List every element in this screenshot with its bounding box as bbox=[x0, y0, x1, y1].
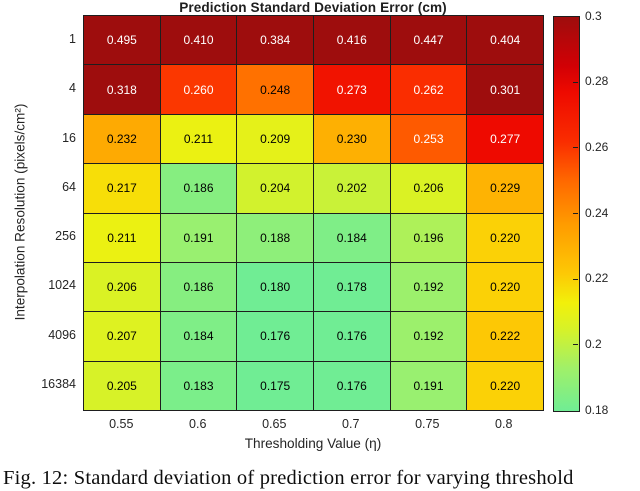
heatmap-cell-r5-c3: 0.178 bbox=[313, 262, 390, 312]
colorbar-tick-label: 0.3 bbox=[585, 8, 602, 23]
heatmap-grid: 0.495 0.410 0.384 0.416 0.447 0.404 0.318 0.260… bbox=[83, 15, 544, 411]
heatmap-cell-r5-c4: 0.192 bbox=[390, 262, 467, 312]
x-tick-label: 0.75 bbox=[415, 417, 440, 431]
colorbar-tick-mark bbox=[573, 147, 578, 149]
x-tick-label: 0.55 bbox=[109, 417, 134, 431]
colorbar bbox=[553, 16, 580, 412]
heatmap-cell-r0-c4: 0.447 bbox=[390, 16, 467, 65]
heatmap-cell-r1-c3: 0.273 bbox=[313, 65, 390, 114]
heatmap-cell-r1-c4: 0.262 bbox=[390, 65, 467, 114]
heatmap-cell-r3-c0: 0.217 bbox=[84, 164, 160, 213]
heatmap-cell-r3-c5: 0.229 bbox=[467, 164, 543, 213]
heatmap-cell-r7-c5: 0.220 bbox=[467, 361, 543, 410]
heatmap-cell-r6-c2: 0.176 bbox=[237, 312, 313, 361]
x-tick-label: 0.65 bbox=[262, 417, 287, 431]
heatmap-cell-r4-c2: 0.188 bbox=[237, 213, 313, 262]
colorbar-tick-label: 0.18 bbox=[585, 402, 609, 417]
colorbar-tick-label: 0.22 bbox=[585, 271, 609, 286]
y-tick-label: 256 bbox=[55, 229, 76, 244]
heatmap-cell-r6-c5: 0.222 bbox=[467, 312, 543, 361]
y-tick-label: 4 bbox=[69, 81, 76, 96]
colorbar-tick-label: 0.28 bbox=[585, 74, 609, 89]
heatmap-cell-r7-c3: 0.176 bbox=[313, 361, 390, 410]
heatmap-cell-r2-c1: 0.211 bbox=[160, 114, 237, 164]
heatmap-cell-r5-c2: 0.180 bbox=[237, 262, 313, 312]
heatmap-cell-r2-c0: 0.232 bbox=[84, 114, 160, 164]
heatmap-cell-r6-c0: 0.207 bbox=[84, 312, 160, 361]
heatmap-cell-r1-c2: 0.248 bbox=[237, 65, 313, 114]
heatmap-cell-r1-c0: 0.318 bbox=[84, 65, 160, 114]
heatmap-cell-r3-c4: 0.206 bbox=[390, 164, 467, 213]
heatmap-cell-r0-c2: 0.384 bbox=[237, 16, 313, 65]
y-tick-label: 64 bbox=[62, 179, 76, 194]
x-tick-label: 0.8 bbox=[495, 417, 513, 431]
heatmap-cell-r0-c0: 0.495 bbox=[84, 16, 160, 65]
heatmap-cell-r0-c5: 0.404 bbox=[467, 16, 543, 65]
heatmap-cell-r0-c3: 0.416 bbox=[313, 16, 390, 65]
heatmap-cell-r4-c4: 0.196 bbox=[390, 213, 467, 262]
heatmap-cell-r6-c3: 0.176 bbox=[313, 312, 390, 361]
figure-caption: Fig. 12: Standard deviation of predictio… bbox=[3, 467, 574, 489]
y-tick-label: 16384 bbox=[41, 376, 76, 391]
heatmap-cell-r4-c0: 0.211 bbox=[84, 213, 160, 262]
heatmap-cell-r3-c1: 0.186 bbox=[160, 164, 237, 213]
colorbar-tick-label: 0.26 bbox=[585, 139, 609, 154]
x-tick-label: 0.6 bbox=[189, 417, 207, 431]
heatmap-cell-r2-c5: 0.277 bbox=[467, 114, 543, 164]
heatmap-cell-r7-c1: 0.183 bbox=[160, 361, 237, 410]
heatmap-cell-r4-c3: 0.184 bbox=[313, 213, 390, 262]
x-axis-label: Thresholding Value (η) bbox=[244, 436, 382, 451]
heatmap-cell-r4-c5: 0.220 bbox=[467, 213, 543, 262]
heatmap-cell-r2-c3: 0.230 bbox=[313, 114, 390, 164]
heatmap-cell-r2-c2: 0.209 bbox=[237, 114, 313, 164]
heatmap-cell-r6-c1: 0.184 bbox=[160, 312, 237, 361]
colorbar-tick-mark bbox=[573, 278, 578, 280]
y-tick-label: 1 bbox=[69, 32, 76, 47]
heatmap-cell-r3-c2: 0.204 bbox=[237, 164, 313, 213]
y-tick-label: 16 bbox=[62, 130, 76, 145]
colorbar-tick-mark bbox=[573, 213, 578, 214]
heatmap-cell-r5-c0: 0.206 bbox=[84, 262, 160, 312]
heatmap-cell-r1-c1: 0.260 bbox=[160, 65, 237, 114]
heatmap-cell-r6-c4: 0.192 bbox=[390, 312, 467, 361]
heatmap-cell-r3-c3: 0.202 bbox=[313, 164, 390, 213]
heatmap-cell-r7-c2: 0.175 bbox=[237, 361, 313, 410]
y-tick-label: 4096 bbox=[48, 327, 76, 342]
heatmap-cell-r1-c5: 0.301 bbox=[467, 65, 543, 114]
heatmap-cell-r0-c1: 0.410 bbox=[160, 16, 237, 65]
colorbar-tick-mark bbox=[573, 81, 578, 83]
heatmap-cell-r7-c4: 0.191 bbox=[390, 361, 467, 410]
heatmap-cell-r2-c4: 0.253 bbox=[390, 114, 467, 164]
colorbar-tick-mark bbox=[573, 344, 578, 346]
y-tick-label: 1024 bbox=[48, 278, 76, 293]
heatmap-cell-r4-c1: 0.191 bbox=[160, 213, 237, 262]
x-tick-label: 0.7 bbox=[342, 417, 360, 431]
colorbar-tick-label: 0.2 bbox=[585, 336, 602, 351]
colorbar-tick-label: 0.24 bbox=[585, 205, 609, 220]
chart-title: Prediction Standard Deviation Error (cm) bbox=[179, 0, 447, 15]
heatmap-cell-r7-c0: 0.205 bbox=[84, 361, 160, 410]
heatmap-cell-r5-c5: 0.220 bbox=[467, 262, 543, 312]
heatmap-cell-r5-c1: 0.186 bbox=[160, 262, 237, 312]
